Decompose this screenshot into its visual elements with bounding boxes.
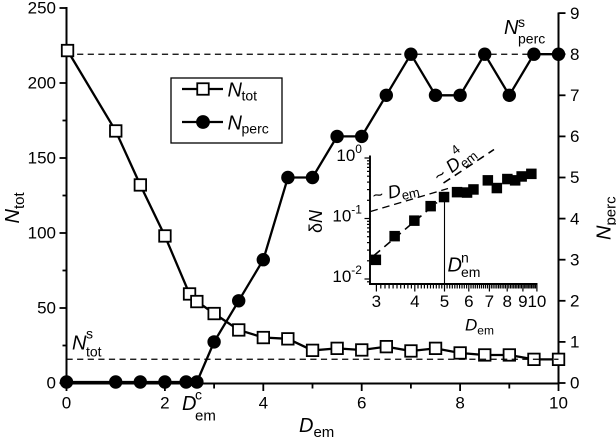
svg-text:8: 8 [455,394,464,413]
svg-text:10: 10 [527,292,546,311]
svg-text:4: 4 [410,292,419,311]
svg-text:7: 7 [485,292,494,311]
svg-text:6: 6 [570,127,579,146]
svg-text:7: 7 [570,86,579,105]
svg-text:6: 6 [464,292,473,311]
svg-text:tot: tot [242,88,258,104]
svg-text:N: N [72,333,87,355]
svg-text:5: 5 [570,168,579,187]
svg-text:2: 2 [570,292,579,311]
svg-text:50: 50 [37,299,56,318]
svg-text:δN: δN [306,209,326,233]
svg-text:-1: -1 [351,203,362,217]
svg-text:N: N [228,113,243,135]
svg-text:-2: -2 [351,263,362,277]
svg-text:10: 10 [336,146,355,165]
svg-text:100: 100 [28,224,56,243]
svg-text:D: D [448,255,462,277]
svg-text:9: 9 [518,292,527,311]
svg-text:4: 4 [570,209,579,228]
svg-text:8: 8 [570,45,579,64]
svg-text:2: 2 [160,394,169,413]
svg-text:9: 9 [570,4,579,23]
svg-text:200: 200 [28,74,56,93]
svg-text:6: 6 [357,394,366,413]
svg-text:4: 4 [259,394,268,413]
svg-text:8: 8 [502,292,511,311]
svg-text:s: s [518,14,525,30]
svg-text:s: s [86,326,93,342]
svg-text:3: 3 [372,292,381,311]
svg-text:tot: tot [86,344,102,360]
svg-text:10: 10 [549,394,568,413]
svg-text:perc: perc [242,121,269,137]
svg-text:N: N [504,17,519,39]
svg-text:3: 3 [570,250,579,269]
svg-text:10: 10 [332,267,351,286]
svg-text:10: 10 [332,207,351,226]
svg-text:250: 250 [28,0,56,18]
svg-text:0: 0 [355,142,362,156]
svg-text:perc: perc [518,31,545,47]
svg-text:1: 1 [570,333,579,352]
svg-text:0: 0 [62,394,71,413]
svg-text:c: c [195,387,202,403]
svg-text:0: 0 [47,374,56,393]
svg-text:5: 5 [440,292,449,311]
svg-text:N: N [228,80,243,102]
svg-text:150: 150 [28,149,56,168]
svg-text:em: em [195,408,216,425]
svg-text:em: em [461,264,480,280]
svg-text:0: 0 [570,374,579,393]
